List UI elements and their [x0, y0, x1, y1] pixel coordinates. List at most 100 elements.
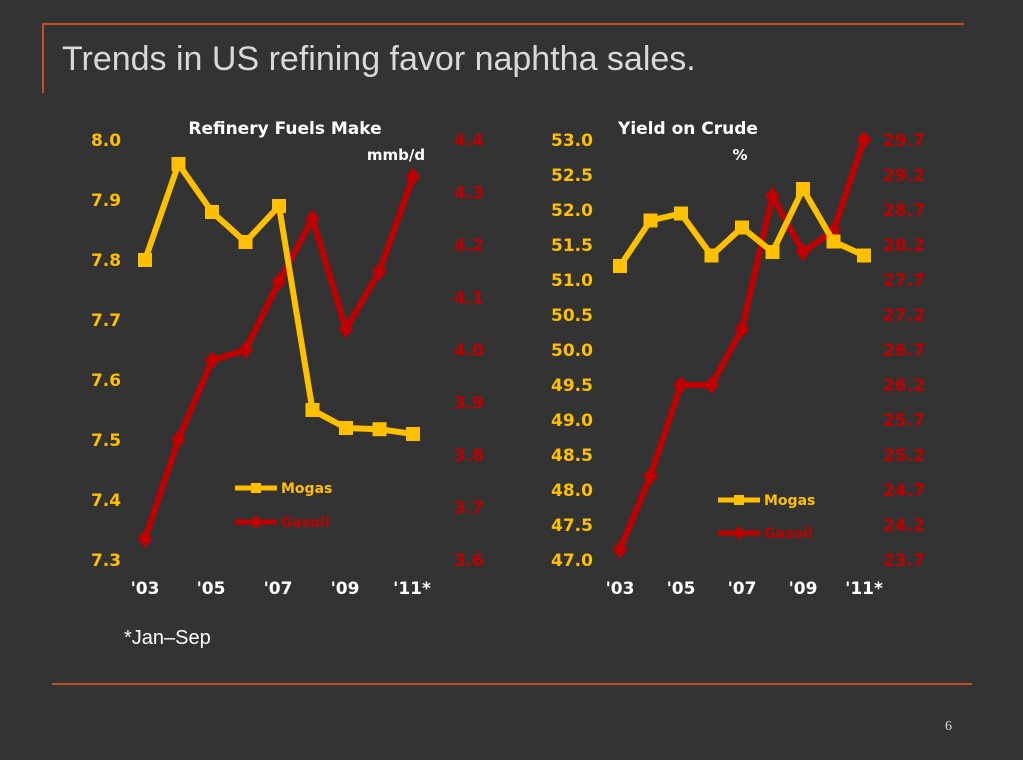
yield-x-tick: '03 — [606, 579, 635, 599]
page-number: 6 — [945, 719, 952, 734]
yield-left-tick: 51.5 — [551, 236, 593, 256]
fuels-gasoil-point — [405, 167, 421, 186]
fuels-left-tick: 8.0 — [91, 131, 121, 151]
fuels-left-tick: 7.4 — [91, 491, 121, 511]
yield-right-tick: 27.7 — [883, 271, 925, 291]
fuels-gasoil-point — [372, 262, 387, 281]
top-rule — [42, 23, 964, 25]
yield-gasoil-point — [856, 131, 872, 149]
yield-left-tick: 52.5 — [551, 166, 593, 186]
yield-chart-title: Yield on Crude — [617, 119, 758, 139]
fuels-mogas-point — [406, 427, 420, 441]
yield-gasoil-point — [795, 243, 811, 261]
yield-right-tick: 28.2 — [883, 236, 925, 256]
fuels-legend-mogas-marker — [251, 483, 261, 493]
yield-left-tick: 50.5 — [551, 306, 593, 326]
yield-mogas-point — [796, 182, 810, 196]
fuels-x-tick: '03 — [131, 579, 160, 599]
yield-mogas-point — [765, 245, 780, 259]
yield-mogas-point — [674, 206, 688, 221]
yield-right-tick: 25.7 — [883, 411, 925, 431]
yield-left-tick: 47.5 — [551, 516, 593, 536]
fuels-left-tick: 7.6 — [91, 371, 121, 391]
fuels-left-tick: 7.5 — [91, 431, 121, 451]
yield-x-tick: '09 — [789, 579, 818, 599]
fuels-mogas-point — [205, 205, 219, 219]
fuels-legend-gasoil-marker — [250, 515, 262, 529]
yield-mogas-point — [704, 248, 719, 263]
fuels-right-tick: 4.4 — [454, 131, 484, 151]
fuels-left-tick: 7.7 — [91, 311, 121, 331]
yield-mogas-point — [735, 220, 749, 235]
fuels-left-tick: 7.3 — [91, 551, 121, 571]
fuels-gasoil-point — [204, 351, 220, 370]
fuels-right-tick: 4.1 — [454, 289, 484, 309]
yield-left-tick: 52.0 — [551, 201, 593, 221]
fuels-mogas-point — [138, 253, 152, 267]
yield-gasoil-point — [734, 320, 750, 338]
left-rule — [42, 23, 44, 93]
yield-right-tick: 29.2 — [883, 166, 925, 186]
fuels-gasoil-point — [338, 320, 354, 338]
yield-right-tick: 26.7 — [883, 341, 925, 361]
fuels-right-tick: 3.6 — [454, 551, 484, 571]
fuels-mogas-point — [339, 421, 353, 435]
yield-left-tick: 48.0 — [551, 481, 593, 501]
bottom-rule — [52, 683, 972, 685]
fuels-right-tick: 3.9 — [454, 394, 484, 414]
fuels-x-tick: '07 — [264, 579, 293, 599]
footnote: *Jan–Sep — [124, 627, 211, 649]
yield-x-tick: '11* — [845, 579, 883, 599]
yield-right-tick: 28.7 — [883, 201, 925, 221]
fuels-gasoil-line — [142, 175, 416, 540]
fuels-right-tick: 4.2 — [454, 236, 484, 256]
fuels-gasoil-point — [271, 272, 287, 291]
yield-right-tick: 26.2 — [883, 376, 925, 396]
yield-gasoil-point — [704, 376, 719, 394]
fuels-mogas-point — [272, 199, 286, 213]
fuels-gasoil-point — [137, 530, 153, 548]
yield-legend-mogas-marker — [734, 495, 744, 505]
yield-left-tick: 51.0 — [551, 271, 593, 291]
fuels-legend-mogas-label: Mogas — [281, 481, 332, 497]
yield-left-tick: 53.0 — [551, 131, 593, 151]
fuels-unit-label: mmb/d — [367, 146, 425, 164]
fuels-mogas-point — [372, 422, 387, 437]
fuels-legend-gasoil-label: Gasoil — [281, 515, 330, 531]
yield-gasoil-point — [673, 376, 689, 394]
yield-right-tick: 24.7 — [883, 481, 925, 501]
yield-unit-label: % — [732, 146, 747, 164]
yield-right-tick: 23.7 — [883, 551, 925, 571]
fuels-x-tick: '05 — [197, 579, 226, 599]
yield-mogas-point — [826, 234, 841, 249]
fuels-mogas-point — [171, 157, 186, 171]
fuels-chart-title: Refinery Fuels Make — [188, 119, 381, 139]
yield-gasoil-point — [765, 187, 780, 205]
fuels-gasoil-point — [305, 209, 320, 228]
yield-gasoil-point — [643, 467, 658, 485]
yield-legend-gasoil-label: Gasoil — [764, 526, 813, 542]
fuels-right-tick: 4.3 — [454, 184, 484, 204]
fuels-right-tick: 4.0 — [454, 341, 484, 361]
fuels-left-tick: 7.8 — [91, 251, 121, 271]
fuels-mogas-point — [305, 403, 320, 417]
fuels-mogas-point — [238, 235, 253, 249]
yield-right-tick: 27.2 — [883, 306, 925, 326]
yield-mogas-point — [643, 213, 658, 228]
yield-legend-mogas-label: Mogas — [764, 493, 815, 509]
yield-left-tick: 50.0 — [551, 341, 593, 361]
fuels-x-tick: '11* — [393, 579, 431, 599]
yield-x-tick: '05 — [667, 579, 696, 599]
yield-mogas-point — [857, 248, 871, 263]
yield-right-tick: 29.7 — [883, 131, 925, 151]
yield-right-tick: 25.2 — [883, 446, 925, 466]
yield-gasoil-point — [612, 540, 628, 559]
yield-mogas-point — [613, 259, 627, 273]
yield-left-tick: 48.5 — [551, 446, 593, 466]
slide-title: Trends in US refining favor naphtha sale… — [62, 40, 696, 78]
fuels-right-tick: 3.8 — [454, 446, 484, 466]
yield-left-tick: 47.0 — [551, 551, 593, 571]
yield-left-tick: 49.0 — [551, 411, 593, 431]
fuels-gasoil-point — [238, 341, 253, 359]
